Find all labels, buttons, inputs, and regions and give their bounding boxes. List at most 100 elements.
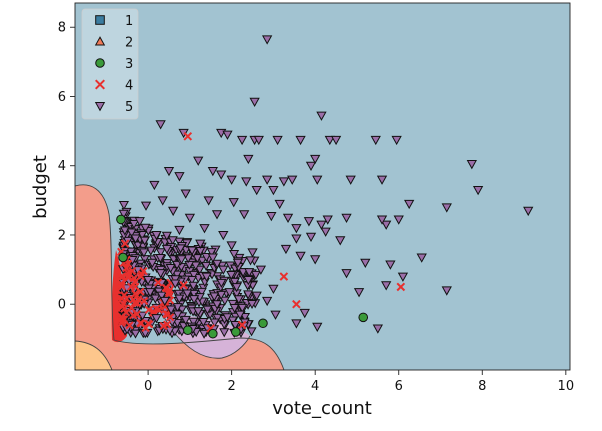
point-series-5 bbox=[230, 320, 241, 331]
point-series-5 bbox=[180, 189, 191, 199]
point-series-5 bbox=[155, 120, 166, 130]
legend-label: 3 bbox=[125, 57, 133, 72]
y-axis: 0 2 4 6 8 bbox=[58, 21, 75, 313]
point-series-3 bbox=[258, 318, 268, 329]
point-series-5 bbox=[157, 196, 168, 206]
point-series-5 bbox=[341, 213, 352, 223]
point-series-5 bbox=[372, 324, 383, 334]
point-series-4 bbox=[134, 295, 143, 304]
point-series-5 bbox=[229, 277, 240, 287]
point-series-5 bbox=[167, 236, 178, 246]
point-series-5 bbox=[239, 312, 251, 323]
point-series-4 bbox=[237, 320, 247, 330]
point-series-5 bbox=[376, 175, 388, 185]
point-series-5 bbox=[381, 281, 392, 291]
x-tick-label: 6 bbox=[395, 379, 403, 394]
point-series-5 bbox=[243, 276, 254, 286]
point-series-5 bbox=[202, 305, 213, 315]
y-tick-label: 8 bbox=[58, 21, 66, 36]
point-series-5 bbox=[255, 265, 267, 275]
point-series-5 bbox=[250, 270, 261, 280]
point-series-4 bbox=[279, 272, 289, 281]
point-series-5 bbox=[305, 232, 317, 243]
point-series-5 bbox=[199, 224, 210, 234]
point-series-5 bbox=[118, 201, 129, 211]
point-series-5 bbox=[209, 292, 220, 302]
point-series-5 bbox=[170, 279, 181, 289]
point-series-5 bbox=[370, 135, 381, 146]
point-series-5 bbox=[168, 206, 179, 217]
legend: 1 2 3 4 5 bbox=[81, 8, 139, 120]
point-series-5 bbox=[201, 253, 212, 263]
point-series-5 bbox=[229, 304, 240, 314]
point-series-5 bbox=[165, 305, 177, 315]
legend-label: 2 bbox=[125, 36, 133, 51]
point-series-5 bbox=[147, 258, 158, 268]
point-series-5 bbox=[203, 196, 214, 206]
point-series-5 bbox=[183, 254, 194, 264]
point-series-5 bbox=[262, 296, 273, 307]
point-series-5 bbox=[188, 317, 199, 327]
legend-item-5: 5 bbox=[94, 100, 133, 115]
point-series-5 bbox=[316, 220, 327, 230]
point-series-4 bbox=[122, 294, 131, 303]
point-series-5 bbox=[291, 234, 302, 244]
point-series-4 bbox=[129, 311, 138, 320]
y-tick-label: 4 bbox=[58, 159, 66, 174]
point-series-5 bbox=[150, 294, 161, 304]
point-series-5 bbox=[186, 276, 197, 286]
x-tick-label: 0 bbox=[144, 379, 152, 394]
point-series-4 bbox=[129, 274, 139, 283]
point-series-5 bbox=[266, 211, 277, 222]
point-series-5 bbox=[163, 166, 175, 177]
point-series-5 bbox=[193, 156, 204, 166]
point-series-4 bbox=[122, 264, 131, 273]
point-series-5 bbox=[130, 329, 141, 339]
point-series-5 bbox=[280, 244, 292, 255]
y-tick-label: 6 bbox=[58, 90, 66, 105]
point-series-4 bbox=[131, 289, 140, 298]
point-series-5 bbox=[345, 175, 356, 185]
point-series-4 bbox=[163, 320, 172, 329]
point-series-5 bbox=[233, 295, 244, 305]
point-series-5 bbox=[155, 248, 166, 258]
point-series-5 bbox=[218, 231, 229, 241]
point-series-5 bbox=[184, 260, 195, 270]
point-series-5 bbox=[232, 258, 244, 268]
point-series-5 bbox=[393, 215, 404, 225]
point-series-4 bbox=[154, 305, 164, 314]
point-series-5 bbox=[138, 248, 150, 258]
point-series-5 bbox=[472, 186, 484, 196]
point-series-5 bbox=[238, 268, 249, 278]
point-series-5 bbox=[155, 269, 166, 279]
point-series-5 bbox=[226, 270, 237, 281]
legend-marker-2 bbox=[94, 36, 106, 46]
point-series-5 bbox=[159, 296, 170, 307]
legend-item-1: 1 bbox=[95, 14, 133, 29]
point-series-5 bbox=[360, 258, 371, 268]
point-series-5 bbox=[385, 260, 396, 270]
legend-marker-3 bbox=[95, 58, 105, 68]
point-series-5 bbox=[226, 175, 237, 185]
point-series-5 bbox=[216, 170, 227, 180]
point-series-5 bbox=[222, 313, 233, 323]
point-series-5 bbox=[211, 210, 223, 220]
point-series-5 bbox=[312, 175, 323, 185]
point-series-5 bbox=[246, 299, 258, 310]
point-series-5 bbox=[196, 287, 207, 298]
point-series-5 bbox=[234, 310, 246, 320]
point-series-5 bbox=[278, 177, 290, 187]
point-series-5 bbox=[207, 253, 218, 263]
point-series-5 bbox=[270, 310, 281, 320]
point-series-5 bbox=[224, 288, 235, 298]
point-series-5 bbox=[145, 246, 156, 256]
point-series-5 bbox=[282, 213, 294, 223]
point-series-5 bbox=[139, 236, 150, 246]
point-series-4 bbox=[396, 282, 406, 292]
point-series-5 bbox=[134, 217, 145, 227]
point-series-5 bbox=[199, 329, 210, 339]
point-series-5 bbox=[295, 251, 306, 262]
point-series-5 bbox=[182, 289, 193, 299]
point-series-5 bbox=[172, 310, 183, 320]
